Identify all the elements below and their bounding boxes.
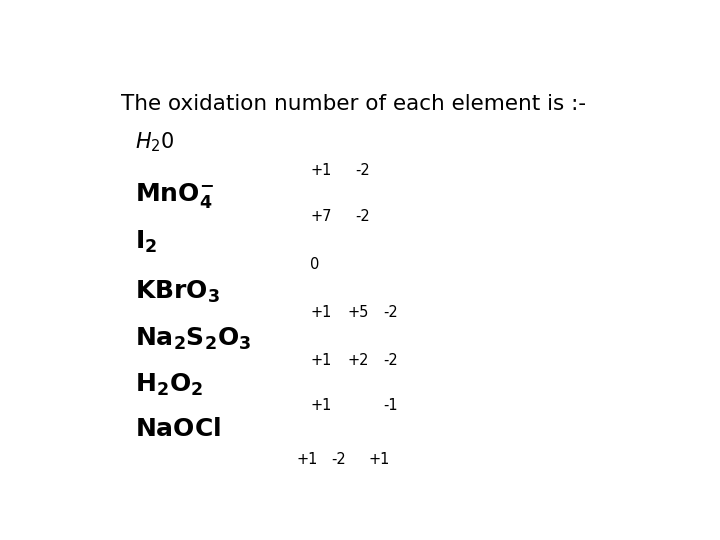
Text: -2: -2 bbox=[383, 305, 397, 320]
Text: +1: +1 bbox=[369, 453, 390, 467]
Text: -2: -2 bbox=[383, 353, 397, 368]
Text: $\mathbf{Na_{2}S_{2}O_{3}}$: $\mathbf{Na_{2}S_{2}O_{3}}$ bbox=[135, 326, 251, 352]
Text: $H_{2}0$: $H_{2}0$ bbox=[135, 130, 174, 153]
Text: +1: +1 bbox=[310, 353, 332, 368]
Text: $\mathbf{I_{2}}$: $\mathbf{I_{2}}$ bbox=[135, 228, 157, 255]
Text: -2: -2 bbox=[331, 453, 346, 467]
Text: $\mathbf{KBrO_{3}}$: $\mathbf{KBrO_{3}}$ bbox=[135, 278, 220, 305]
Text: +1: +1 bbox=[310, 163, 332, 178]
Text: -1: -1 bbox=[383, 399, 397, 413]
Text: +1: +1 bbox=[310, 399, 332, 413]
Text: +5: +5 bbox=[348, 305, 369, 320]
Text: 0: 0 bbox=[310, 257, 320, 272]
Text: +1: +1 bbox=[297, 453, 318, 467]
Text: +2: +2 bbox=[348, 353, 369, 368]
Text: -2: -2 bbox=[355, 209, 370, 224]
Text: $\mathbf{MnO_{4}^{-}}$: $\mathbf{MnO_{4}^{-}}$ bbox=[135, 181, 214, 210]
Text: +1: +1 bbox=[310, 305, 332, 320]
Text: $\mathbf{H_{2}O_{2}}$: $\mathbf{H_{2}O_{2}}$ bbox=[135, 372, 203, 398]
Text: +7: +7 bbox=[310, 209, 332, 224]
Text: $\mathbf{NaOCl}$: $\mathbf{NaOCl}$ bbox=[135, 417, 220, 441]
Text: The oxidation number of each element is :-: The oxidation number of each element is … bbox=[121, 94, 585, 114]
Text: -2: -2 bbox=[355, 163, 370, 178]
